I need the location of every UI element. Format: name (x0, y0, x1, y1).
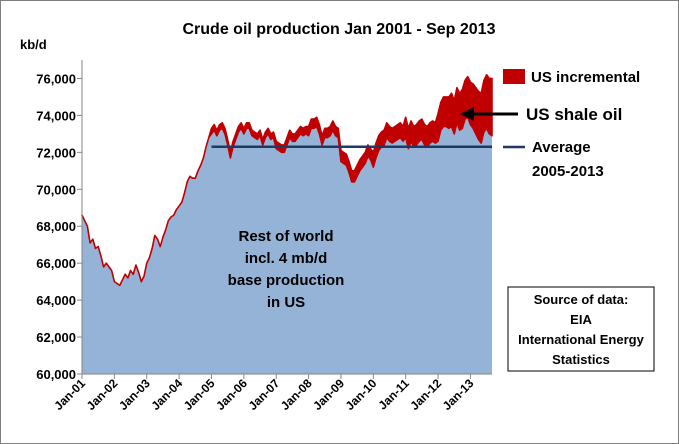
us-shale-oil-label: US shale oil (526, 105, 622, 124)
y-tick-label: 64,000 (36, 293, 76, 308)
base-label-line1: Rest of world (238, 228, 333, 245)
base-label-line2: incl. 4 mb/d (245, 250, 328, 267)
y-tick-label: 70,000 (36, 182, 76, 197)
y-tick-label: 62,000 (36, 330, 76, 345)
x-tick-label: Jan-04 (148, 376, 185, 413)
x-tick-label: Jan-03 (116, 376, 153, 413)
source-line3: International Energy (518, 332, 644, 347)
plot-area (81, 73, 493, 374)
legend-label-us-incremental: US incremental (531, 69, 640, 86)
x-tick-label: Jan-11 (375, 376, 412, 413)
x-tick-label: Jan-10 (343, 376, 380, 413)
base-label-line4: in US (267, 294, 305, 311)
y-axis: 60,000 62,000 64,000 66,000 68,000 70,000 72,0… (36, 60, 83, 382)
x-tick-label: Jan-05 (181, 376, 218, 413)
x-tick-label: Jan-09 (310, 376, 347, 413)
base-production-annotation: Rest of world incl. 4 mb/d base producti… (228, 228, 345, 311)
average-label-line2: 2005-2013 (532, 163, 604, 180)
source-box-border (507, 286, 655, 372)
y-tick-label: 68,000 (36, 219, 76, 234)
y-tick-label: 66,000 (36, 256, 76, 271)
x-tick-label: Jan-08 (278, 376, 315, 413)
y-tick-label: 74,000 (36, 108, 76, 123)
average-label-line1: Average (532, 139, 591, 156)
x-tick-label: Jan-02 (84, 376, 121, 413)
source-line4: Statistics (552, 352, 610, 367)
base-label-line3: base production (228, 272, 345, 289)
shale-arrow-head-icon (460, 107, 474, 121)
series-area-rest-of-world (82, 117, 492, 374)
legend: US incremental (503, 69, 640, 86)
x-tick-label: Jan-06 (213, 376, 250, 413)
x-tick-label: Jan-13 (440, 376, 477, 413)
y-tick-label: 72,000 (36, 145, 76, 160)
source-line2: EIA (570, 312, 592, 327)
average-annotation: Average 2005-2013 (503, 139, 604, 180)
x-tick-label: Jan-07 (246, 376, 283, 413)
chart-title: Crude oil production Jan 2001 - Sep 2013 (183, 21, 496, 38)
source-line1: Source of data: (534, 292, 629, 307)
y-tick-label: 60,000 (36, 367, 76, 382)
x-axis: Jan-01Jan-02Jan-03Jan-04Jan-05Jan-06Jan-… (51, 373, 492, 413)
legend-swatch-us-incremental (503, 69, 525, 84)
us-shale-annotation: US shale oil (460, 105, 622, 124)
source-box: Source of data: EIA International Energy… (507, 286, 655, 372)
x-tick-label: Jan-12 (407, 376, 444, 413)
y-axis-unit-label: kb/d (20, 37, 47, 52)
series-area-us-incremental (81, 73, 493, 287)
y-tick-label: 76,000 (36, 71, 76, 86)
